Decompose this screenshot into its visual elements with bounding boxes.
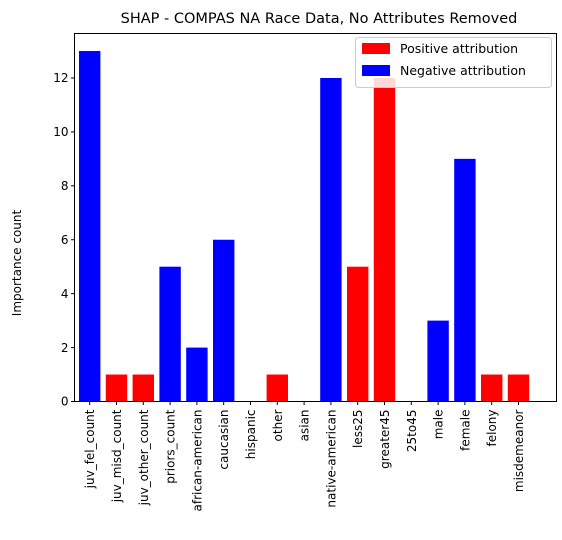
legend-label-negative: Negative attribution: [400, 63, 526, 78]
legend: Positive attribution Negative attribution: [355, 37, 552, 88]
x-axis: juv_fel_count juv_misd_count juv_other_cou…: [83, 401, 526, 512]
y-tick-label: 6: [61, 233, 69, 247]
bar-juv_other_count: [132, 374, 154, 402]
bar-female: [454, 158, 476, 402]
bar-other: [266, 374, 288, 402]
x-tick-label: less25: [351, 410, 365, 449]
bar-greater45: [373, 77, 396, 402]
y-tick-label: 8: [61, 179, 69, 193]
bar-juv_misd_count: [105, 374, 128, 402]
bars-group: [79, 51, 530, 402]
bar-african-american: [186, 347, 208, 402]
legend-swatch-negative: [362, 65, 390, 76]
bar-native-american: [320, 77, 342, 402]
x-tick-label: 25to45: [405, 410, 419, 453]
bar-priors_count: [159, 266, 181, 402]
bar-less25: [347, 266, 369, 402]
y-tick-label: 0: [61, 395, 69, 409]
x-tick-label: african-american: [190, 410, 204, 512]
x-tick-label: male: [432, 410, 446, 440]
y-axis-label: Importance count: [10, 209, 24, 316]
y-tick-label: 12: [53, 71, 68, 85]
y-tick-label: 4: [61, 287, 69, 301]
x-tick-label: misdemeanor: [512, 409, 526, 492]
x-tick-label: caucasian: [217, 410, 231, 470]
x-tick-label: felony: [485, 410, 499, 447]
plot-frame: [74, 33, 557, 402]
legend-box: [355, 37, 552, 88]
bar-misdemeanor: [507, 374, 530, 402]
x-tick-label: juv_misd_count: [110, 409, 124, 503]
x-tick-label: juv_fel_count: [83, 409, 97, 489]
y-tick-label: 10: [53, 125, 68, 139]
y-axis: 0 2 4 6 8 10 12: [53, 71, 75, 409]
x-tick-label: other: [271, 409, 285, 441]
bar-juv_fel_count: [79, 51, 101, 402]
legend-label-positive: Positive attribution: [400, 41, 518, 56]
y-tick-label: 2: [61, 341, 69, 355]
legend-swatch-positive: [362, 43, 390, 54]
x-tick-label: native-american: [324, 410, 338, 508]
bar-caucasian: [213, 239, 235, 402]
x-tick-label: juv_other_count: [137, 409, 151, 506]
bar-felony: [481, 374, 503, 402]
chart-title: SHAP - COMPAS NA Race Data, No Attribute…: [121, 11, 518, 27]
x-tick-label: greater45: [378, 410, 392, 469]
x-tick-label: hispanic: [244, 410, 258, 460]
x-tick-label: priors_count: [164, 409, 178, 484]
x-tick-label: female: [458, 410, 472, 451]
bar-male: [427, 320, 449, 402]
x-tick-label: asian: [298, 410, 312, 442]
